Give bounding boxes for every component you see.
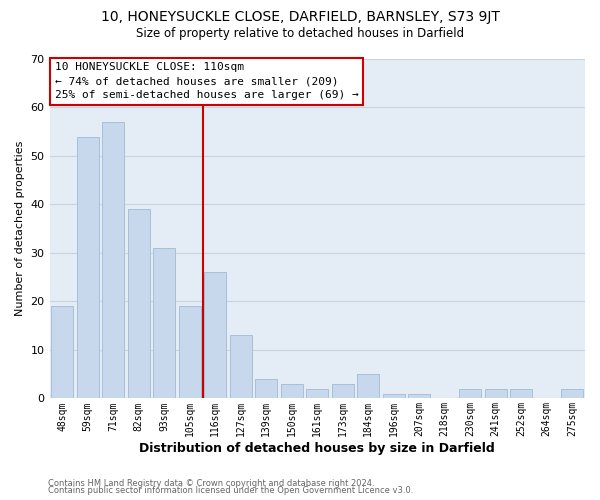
Bar <box>154 248 175 398</box>
Bar <box>460 388 481 398</box>
Bar <box>256 379 277 398</box>
Text: Contains HM Land Registry data © Crown copyright and database right 2024.: Contains HM Land Registry data © Crown c… <box>48 478 374 488</box>
Bar <box>511 388 532 398</box>
Bar <box>307 388 328 398</box>
Bar <box>358 374 379 398</box>
Text: 10, HONEYSUCKLE CLOSE, DARFIELD, BARNSLEY, S73 9JT: 10, HONEYSUCKLE CLOSE, DARFIELD, BARNSLE… <box>101 10 499 24</box>
Bar <box>179 306 200 398</box>
Bar <box>52 306 73 398</box>
Bar <box>383 394 404 398</box>
Bar <box>103 122 124 398</box>
Bar <box>205 272 226 398</box>
Bar <box>128 210 149 398</box>
Y-axis label: Number of detached properties: Number of detached properties <box>15 141 25 316</box>
Bar <box>562 388 583 398</box>
Bar <box>332 384 353 398</box>
Text: Size of property relative to detached houses in Darfield: Size of property relative to detached ho… <box>136 28 464 40</box>
Bar <box>281 384 302 398</box>
Bar <box>409 394 430 398</box>
Text: Contains public sector information licensed under the Open Government Licence v3: Contains public sector information licen… <box>48 486 413 495</box>
X-axis label: Distribution of detached houses by size in Darfield: Distribution of detached houses by size … <box>139 442 495 455</box>
Bar <box>485 388 506 398</box>
Text: 10 HONEYSUCKLE CLOSE: 110sqm
← 74% of detached houses are smaller (209)
25% of s: 10 HONEYSUCKLE CLOSE: 110sqm ← 74% of de… <box>55 62 359 100</box>
Bar <box>230 336 251 398</box>
Bar <box>77 136 98 398</box>
